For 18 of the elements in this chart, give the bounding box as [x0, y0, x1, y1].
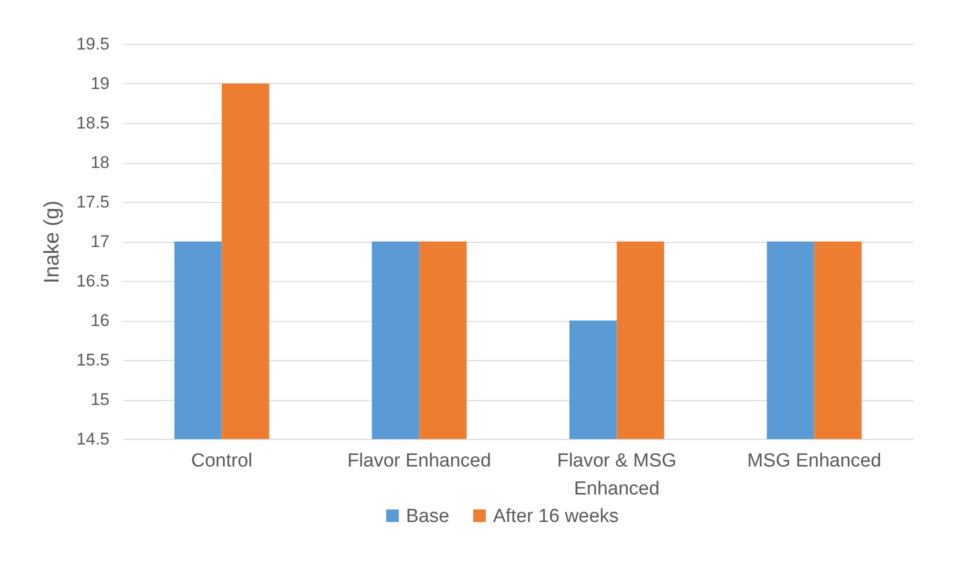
- x-tick-label: Flavor & MSG Enhanced: [557, 450, 676, 500]
- y-tick-label: 16.5: [76, 272, 110, 290]
- y-tick-label: 19: [90, 74, 110, 93]
- y-tick-label: 16: [90, 311, 110, 330]
- x-tick-label: Flavor Enhanced: [347, 450, 492, 472]
- y-tick-label: 18.5: [76, 114, 110, 132]
- legend-label: Base: [406, 506, 450, 527]
- y-tick-label: 17.5: [76, 192, 110, 212]
- y-axis-title: Inake (g): [40, 200, 64, 284]
- x-tick-label: Control: [191, 450, 252, 472]
- y-tick-label: 18: [90, 153, 110, 172]
- y-tick-label: 15.5: [76, 350, 110, 370]
- y-tick-label: 15: [90, 390, 110, 409]
- y-tick-label: 17: [90, 232, 110, 251]
- legend-label: After 16 weeks: [493, 506, 619, 527]
- y-tick-label: 19.5: [76, 34, 110, 54]
- x-tick-label: MSG Enhanced: [747, 450, 882, 472]
- y-tick-label: 14.5: [76, 430, 110, 448]
